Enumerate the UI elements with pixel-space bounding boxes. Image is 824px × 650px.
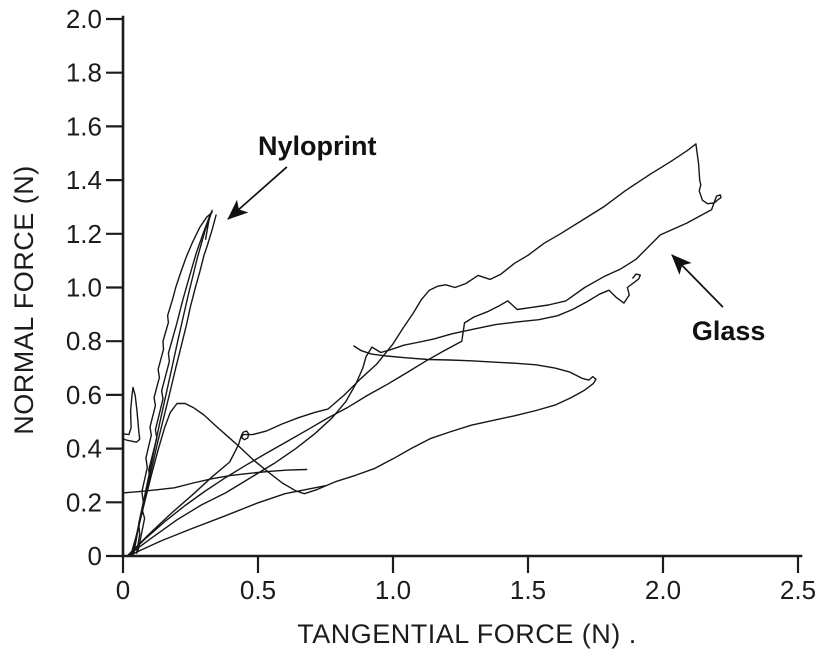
data-traces [122, 143, 722, 556]
y-tick-label-1.8: 1.8 [66, 58, 102, 88]
trace-nyloprint-strand-3 [131, 209, 213, 556]
axis-lines [121, 15, 803, 558]
trace-glass-line-origin-low [129, 485, 327, 556]
x-tick-label-0.5: 0.5 [240, 575, 276, 605]
y-tick-label-0.8: 0.8 [66, 326, 102, 356]
glass-arrow [671, 254, 724, 308]
y-axis-title: NORMAL FORCE (N) [9, 165, 39, 435]
y-tick-label-1.4: 1.4 [66, 165, 102, 195]
label-nyloprint: Nyloprint [258, 131, 377, 161]
x-tick-label-0: 0 [116, 575, 130, 605]
y-tick-label-1.0: 1.0 [66, 273, 102, 303]
trace-glass-loop-mid [128, 273, 641, 556]
trace-glass-line-low-left [122, 468, 308, 494]
y-tick-label-0: 0 [88, 541, 102, 571]
trace-glass-loop-low [130, 345, 597, 555]
y-tick-label-0.6: 0.6 [66, 380, 102, 410]
label-glass: Glass [692, 316, 766, 346]
trace-glass-loop-main [127, 143, 722, 556]
x-tick-label-2.0: 2.0 [645, 575, 681, 605]
y-tick-label-1.6: 1.6 [66, 111, 102, 141]
x-tick-label-2.5: 2.5 [780, 575, 816, 605]
x-axis-title: TANGENTIAL FORCE (N) . [297, 619, 637, 649]
axes: 0 0.5 1.0 1.5 2.0 2.5 0 0.2 0.4 0.6 0.8 1.0 1.2 1.4 1.… [66, 4, 816, 605]
annotations: Nyloprint Glass [227, 131, 766, 346]
trace-nyloprint-strand-1 [135, 211, 213, 554]
y-tick-label-0.4: 0.4 [66, 434, 102, 464]
nyloprint-arrow [227, 166, 288, 220]
trace-glass-spike-left [122, 386, 141, 443]
x-tick-label-1.0: 1.0 [375, 575, 411, 605]
trace-nyloprint-strand-4 [137, 214, 211, 553]
y-tick-label-1.2: 1.2 [66, 219, 102, 249]
x-tick-label-1.5: 1.5 [510, 575, 546, 605]
y-tick-label-0.2: 0.2 [66, 487, 102, 517]
y-tick-label-2.0: 2.0 [66, 4, 102, 34]
